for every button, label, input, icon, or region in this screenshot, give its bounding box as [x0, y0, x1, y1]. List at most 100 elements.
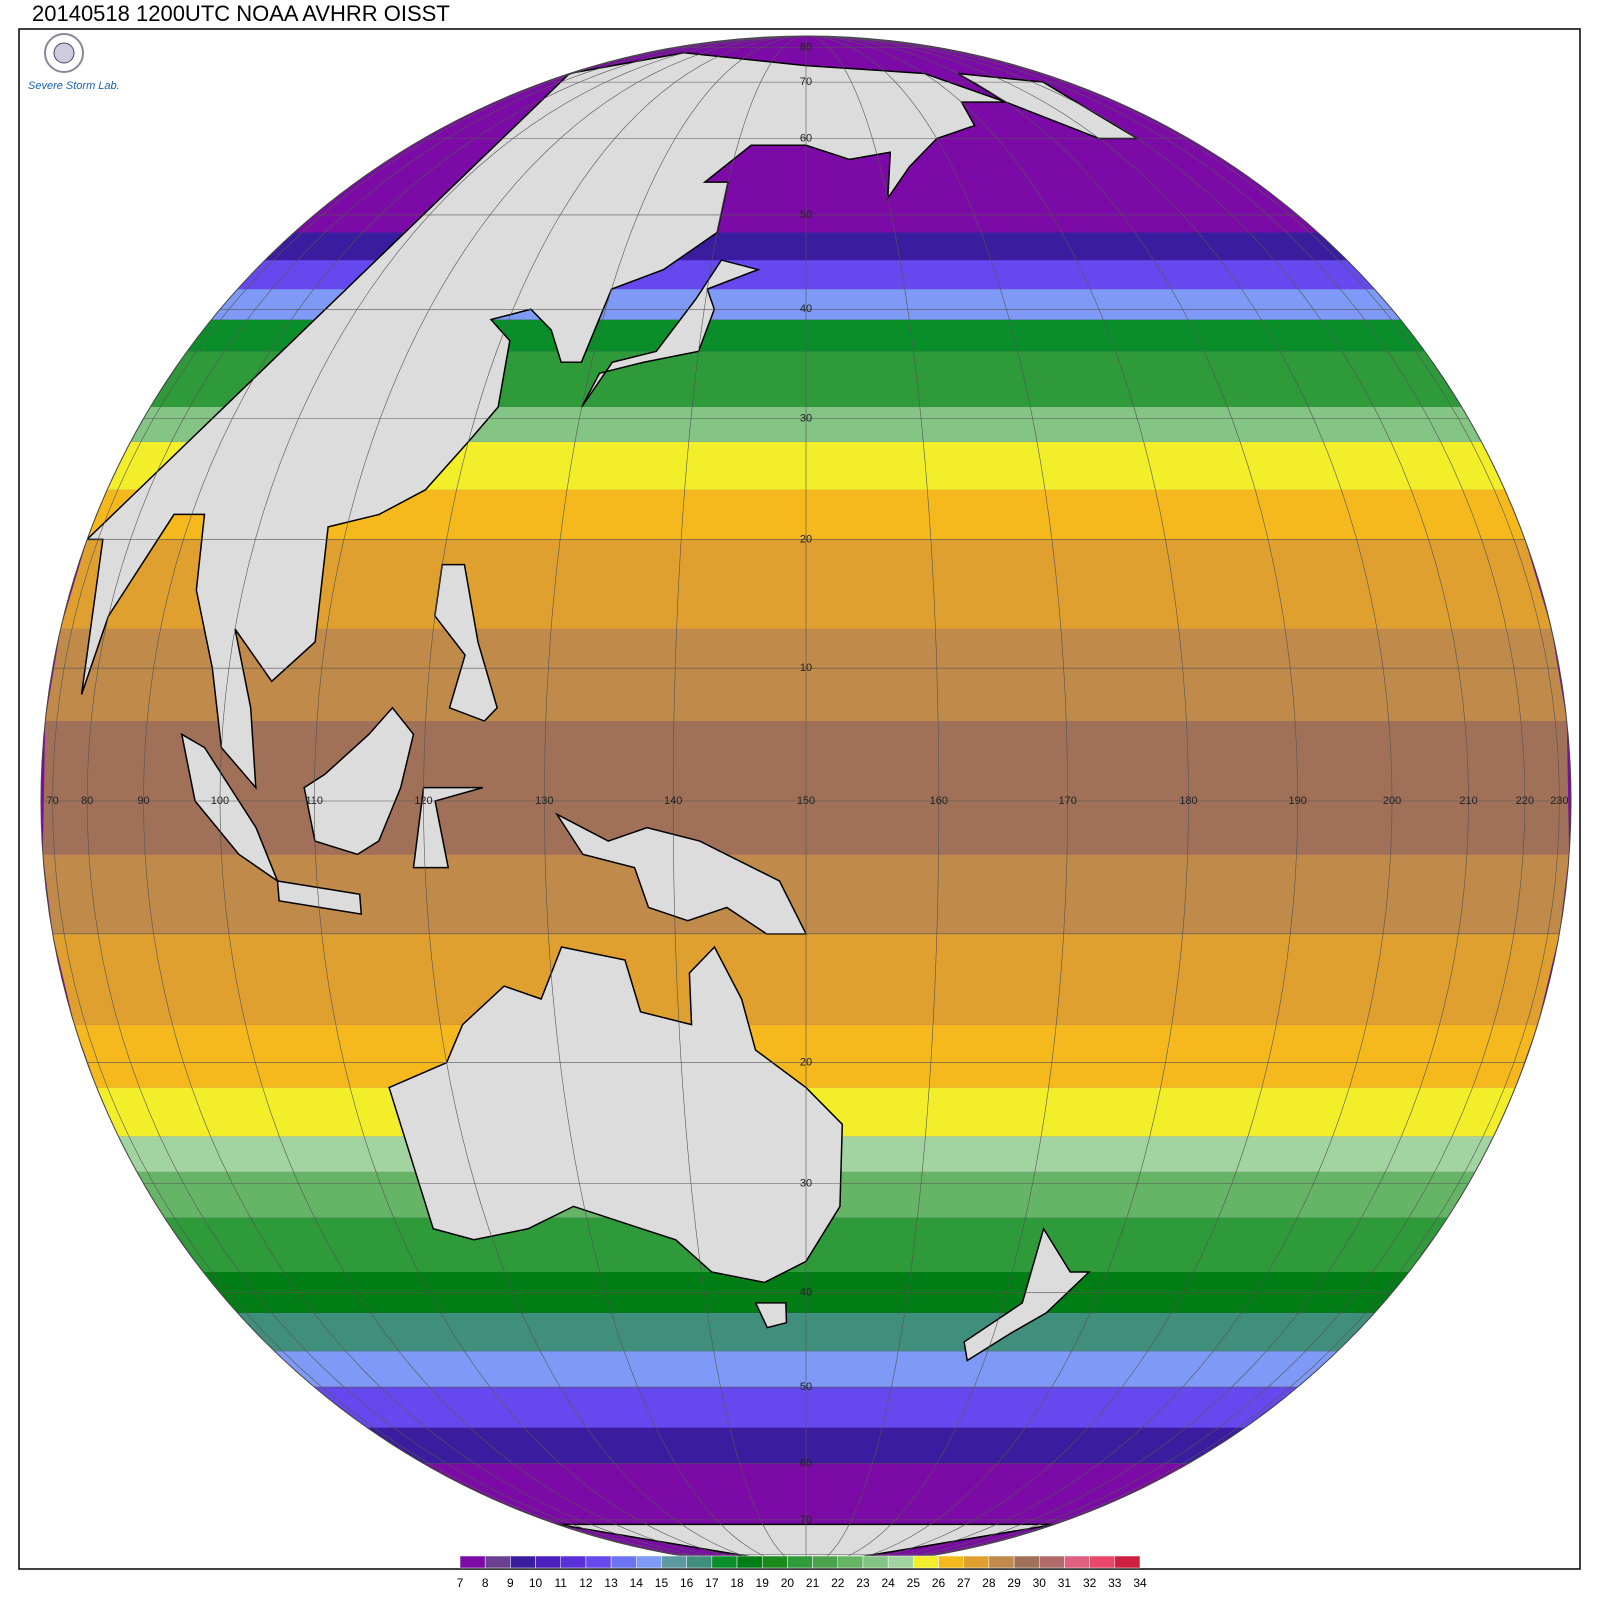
colorbar-label: 34: [1133, 1576, 1147, 1590]
parallel-label: 70: [800, 1514, 812, 1526]
colorbar-label: 32: [1083, 1576, 1097, 1590]
parallel-label: 50: [800, 209, 812, 221]
colorbar-box: [510, 1555, 536, 1569]
colorbar-label: 30: [1033, 1576, 1047, 1590]
meridian-label: 180: [1179, 795, 1197, 807]
meridian-label: 130: [535, 795, 553, 807]
logo-text: Severe Storm Lab.: [28, 80, 120, 92]
parallel-label: 80: [800, 42, 812, 54]
colorbar-label: 15: [655, 1576, 669, 1590]
colorbar-label: 26: [932, 1576, 946, 1590]
meridian-label: 220: [1516, 795, 1534, 807]
colorbar-label: 9: [507, 1576, 514, 1590]
land: [754, 1302, 788, 1329]
grid-labels: 70 80 90 100 110 120 130 140 150 160 170 180 190 200 2…: [46, 42, 1568, 1526]
colorbar-label: 28: [982, 1576, 996, 1590]
colorbar-label: 22: [831, 1576, 845, 1590]
colorbar-label: 12: [579, 1576, 593, 1590]
meridian-label: 110: [305, 795, 323, 807]
land: [303, 706, 415, 856]
colorbar: 7 8 9 10 11 12 13 14 15 16 17 18 19 20 21 22 23 24 25 26 27 2…: [457, 1555, 1147, 1590]
colorbar-label: 17: [705, 1576, 719, 1590]
colorbar-box: [1114, 1555, 1141, 1569]
parallel-label: 20: [800, 533, 812, 545]
land: [581, 259, 761, 408]
colorbar-box: [711, 1555, 738, 1569]
meridian-label: 170: [1058, 795, 1076, 807]
title: 20140518 1200UTC NOAA AVHRR OISST: [32, 1, 450, 26]
land: [963, 1226, 1091, 1362]
parallel-label: 40: [800, 303, 812, 315]
parallel-label: 30: [800, 412, 812, 424]
meridian-label: 150: [797, 795, 815, 807]
parallel-label: 30: [800, 1177, 812, 1189]
colorbar-box: [812, 1555, 839, 1569]
meridian-label: 90: [137, 795, 149, 807]
parallel-label: 60: [800, 132, 812, 144]
colorbar-label: 16: [680, 1576, 694, 1590]
colorbar-box: [686, 1555, 713, 1569]
colorbar-label: 29: [1007, 1576, 1021, 1590]
colorbar-box: [862, 1555, 889, 1569]
colorbar-label: 8: [482, 1576, 489, 1590]
meridian-label: 230: [1550, 795, 1568, 807]
colorbar-box: [585, 1555, 612, 1569]
colorbar-box: [1089, 1555, 1116, 1569]
meridian-label: 80: [81, 795, 93, 807]
colorbar-box: [459, 1555, 486, 1569]
colorbar-box: [610, 1555, 637, 1569]
logo: Severe Storm Lab.: [28, 33, 120, 92]
colorbar-box: [938, 1555, 964, 1569]
colorbar-label: 13: [604, 1576, 618, 1590]
frame: [18, 28, 1581, 1570]
colorbar-box: [887, 1555, 914, 1569]
parallel-label: 70: [800, 76, 812, 88]
colorbar-label: 23: [856, 1576, 870, 1590]
meridian-label: 70: [46, 795, 58, 807]
colorbar-box: [988, 1555, 1015, 1569]
colorbar-label: 33: [1108, 1576, 1122, 1590]
colorbar-box: [636, 1555, 662, 1569]
colorbar-box: [761, 1555, 788, 1569]
parallel-label: 60: [800, 1457, 812, 1469]
meridian-label: 120: [414, 795, 432, 807]
meridian-label: 190: [1289, 795, 1307, 807]
colorbar-label: 21: [806, 1576, 820, 1590]
colorbar-box: [787, 1555, 813, 1569]
land: [434, 563, 499, 722]
meridian-label: 200: [1383, 795, 1401, 807]
colorbar-label: 7: [457, 1576, 464, 1590]
colorbar-box: [913, 1555, 939, 1569]
colorbar-box: [963, 1555, 990, 1569]
colorbar-box: [560, 1555, 587, 1569]
meridian-label: 140: [664, 795, 682, 807]
colorbar-label: 25: [907, 1576, 921, 1590]
colorbar-box: [1039, 1555, 1065, 1569]
parallel-label: 50: [800, 1381, 812, 1393]
parallel-label: 20: [800, 1057, 812, 1069]
colorbar-box: [484, 1555, 511, 1569]
land: [276, 880, 363, 915]
parallel-label: 10: [800, 662, 812, 674]
colorbar-label: 14: [630, 1576, 644, 1590]
colorbar-box: [837, 1555, 864, 1569]
meridian-label: 100: [211, 795, 229, 807]
parallel-label: 40: [800, 1287, 812, 1299]
colorbar-box: [1064, 1555, 1090, 1569]
meridian-label: 210: [1459, 795, 1477, 807]
colorbar-label: 31: [1058, 1576, 1072, 1590]
globe: [41, 36, 1571, 1566]
colorbar-box: [736, 1555, 763, 1569]
colorbar-box: [1013, 1555, 1040, 1569]
colorbar-label: 11: [555, 1576, 568, 1590]
colorbar-label: 27: [957, 1576, 971, 1590]
meridian-label: 160: [930, 795, 948, 807]
colorbar-box: [661, 1555, 687, 1569]
colorbar-box: [535, 1555, 561, 1569]
colorbar-label: 24: [881, 1576, 895, 1590]
colorbar-label: 20: [781, 1576, 795, 1590]
colorbar-label: 18: [730, 1576, 744, 1590]
colorbar-label: 19: [756, 1576, 770, 1590]
colorbar-label: 10: [529, 1576, 543, 1590]
